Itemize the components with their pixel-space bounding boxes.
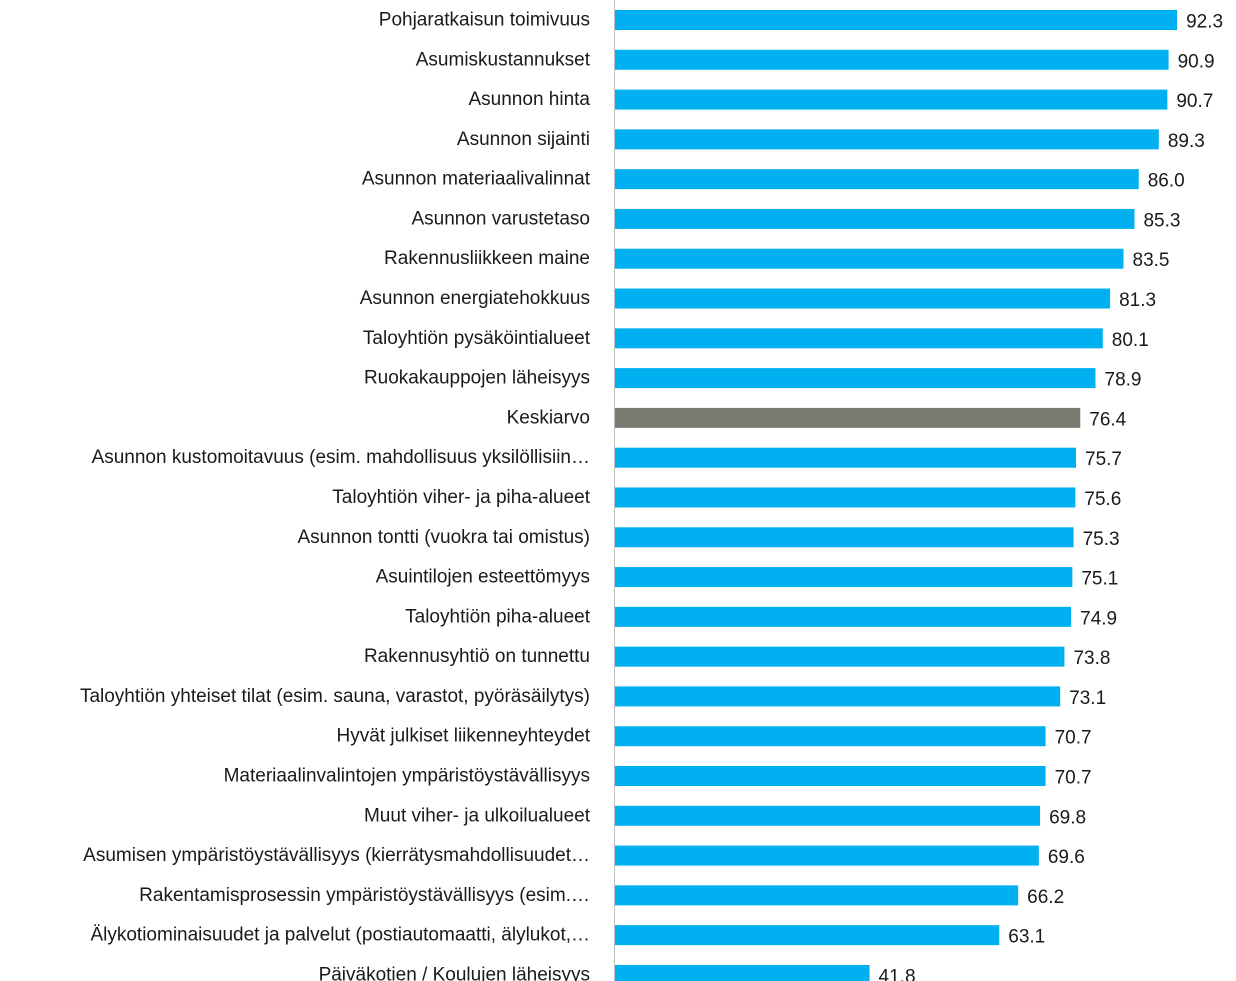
category-label: Asunnon materiaalivalinnat [362,169,591,190]
bar [615,964,870,981]
data-label: 69.6 [1048,847,1085,868]
bar [615,925,1000,946]
category-label: Asuintilojen esteettömyys [376,567,590,588]
bar [615,248,1124,269]
data-label: 70.7 [1055,728,1092,749]
data-label: 89.3 [1168,131,1205,152]
bar [615,328,1103,349]
data-label: 83.5 [1133,250,1170,271]
data-label: 41.8 [879,966,916,981]
data-label: 70.7 [1055,768,1092,789]
bar [615,288,1111,309]
data-label: 81.3 [1119,290,1156,311]
bar [615,89,1168,110]
data-label: 75.1 [1081,569,1118,590]
bar [615,169,1139,190]
category-labels-group: Pohjaratkaisun toimivuus Asumiskustannuks… [80,10,591,981]
data-label: 73.1 [1069,688,1106,709]
category-label: Pohjaratkaisun toimivuus [379,10,590,31]
category-label: Taloyhtiön viher- ja piha-alueet [332,487,590,508]
bar-average [615,407,1081,428]
category-label: Asunnon varustetaso [411,208,590,229]
category-label: Asumiskustannukset [416,49,591,70]
bar [615,646,1065,667]
category-label: Taloyhtiön yhteiset tilat (esim. sauna, … [80,686,590,707]
category-label: Päiväkotien / Koulujen läheisyys [319,964,590,981]
data-label: 85.3 [1143,210,1180,231]
category-label: Keskiarvo [507,407,590,428]
bar [615,447,1077,468]
value-labels-group: 92.3 90.9 90.7 89.3 86.0 85.3 83.5 81.3 80.1 78.9… [879,12,1224,981]
category-label: Taloyhtiön pysäköintialueet [363,328,591,349]
category-label: Asunnon sijainti [457,129,590,150]
category-label: Asunnon kustomoitavuus (esim. mahdollisu… [92,447,590,468]
data-label: 69.8 [1049,807,1086,828]
category-label: Materiaalinvalintojen ympäristöystävälli… [224,766,590,787]
bars-group [615,10,1178,981]
bar [615,805,1041,826]
bar [615,208,1135,229]
bar [615,527,1074,548]
bar [615,49,1169,70]
bar [615,885,1019,906]
data-label: 74.9 [1080,608,1117,629]
data-label: 75.6 [1084,489,1121,510]
bar [615,129,1159,150]
data-label: 90.9 [1178,51,1215,72]
bar [615,845,1039,866]
category-label: Asunnon energiatehokkuus [360,288,590,309]
data-label: 92.3 [1186,12,1223,33]
category-label: Muut viher- ja ulkoilualueet [364,805,591,826]
category-label: Älykotiominaisuudet ja palvelut (postiau… [90,925,590,946]
category-label: Taloyhtiön piha-alueet [405,606,591,627]
bar [615,686,1061,707]
category-label: Asunnon hinta [469,89,591,110]
data-label: 86.0 [1148,171,1185,192]
bar [615,368,1096,389]
bar [615,10,1178,30]
data-label: 90.7 [1176,91,1213,112]
data-label: 78.9 [1105,370,1142,391]
category-label: Ruokakauppojen läheisyys [364,368,590,389]
category-label: Asumisen ympäristöystävällisyys (kierrät… [83,845,590,866]
category-label: Rakentamisprosessin ympäristöystävällisy… [139,885,590,906]
data-label: 73.8 [1073,648,1110,669]
data-label: 66.2 [1027,887,1064,908]
data-label: 75.7 [1085,449,1122,470]
category-label: Asunnon tontti (vuokra tai omistus) [297,527,590,548]
bar [615,487,1076,508]
bar [615,606,1072,627]
data-label: 80.1 [1112,330,1149,351]
category-label: Hyvät julkiset liikenneyhteydet [337,726,591,747]
data-label: 76.4 [1089,409,1126,430]
category-label: Rakennusyhtiö on tunnettu [364,646,590,667]
bar [615,726,1046,747]
bar [615,766,1046,787]
bar [615,567,1073,588]
data-label: 75.3 [1083,529,1120,550]
data-label: 63.1 [1008,927,1045,948]
category-label: Rakennusliikkeen maine [384,248,590,269]
